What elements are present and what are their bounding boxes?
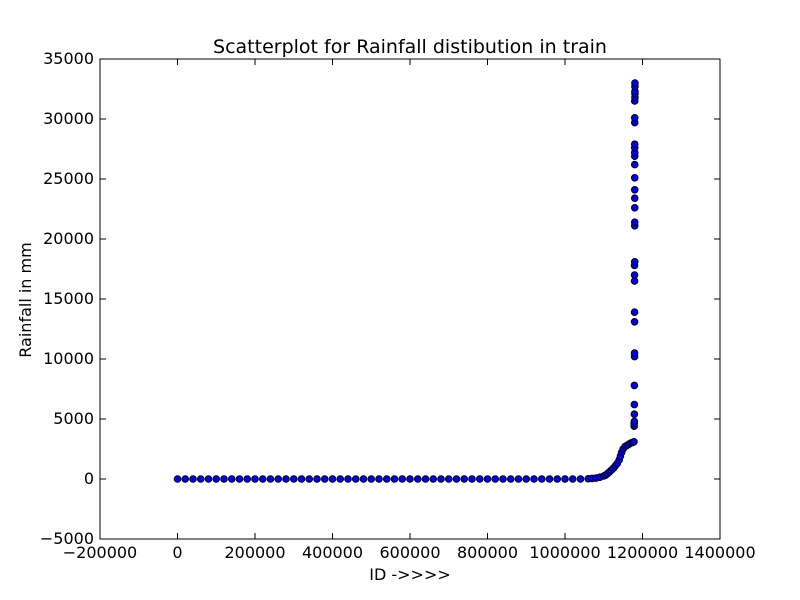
- data-point: [630, 438, 638, 446]
- data-point: [568, 475, 577, 483]
- data-point: [398, 475, 407, 483]
- data-point: [460, 475, 469, 483]
- x-tick-label: 1000000: [529, 543, 600, 562]
- x-tick-label: −200000: [63, 543, 137, 562]
- data-point: [429, 475, 438, 483]
- y-axis-ticks: −5000 0 5000 10000 15000 20000 25000 30000 35000: [40, 49, 720, 548]
- data-point: [367, 475, 376, 483]
- data-point: [282, 475, 290, 483]
- data-point: [382, 475, 391, 483]
- x-tick-label: 1200000: [607, 543, 678, 562]
- data-point: [181, 475, 190, 483]
- data-point: [406, 475, 414, 483]
- data-point: [630, 271, 639, 279]
- data-point: [630, 308, 639, 317]
- y-tick-label: 5000: [53, 409, 94, 428]
- data-point: [336, 475, 345, 483]
- data-point: [289, 475, 298, 483]
- x-axis-label: ID ->>>>: [369, 565, 451, 584]
- data-point: [630, 114, 639, 122]
- x-tick-label: 800000: [457, 543, 518, 562]
- data-point: [545, 475, 554, 483]
- data-point: [359, 475, 368, 483]
- data-point: [274, 475, 283, 483]
- data-point: [220, 475, 228, 483]
- data-point: [630, 160, 639, 169]
- data-point: [437, 475, 445, 483]
- data-point: [235, 475, 244, 483]
- y-tick-label: 20000: [43, 229, 94, 248]
- data-point: [452, 475, 461, 483]
- data-point: [421, 475, 430, 483]
- data-point: [475, 475, 484, 483]
- y-tick-label: 15000: [43, 289, 94, 308]
- data-point: [491, 475, 500, 483]
- data-point: [297, 475, 306, 483]
- data-point: [320, 475, 329, 483]
- data-point: [630, 381, 639, 390]
- data-point: [413, 475, 422, 483]
- data-point: [630, 186, 639, 194]
- y-tick-label: 0: [84, 469, 94, 488]
- y-tick-label: 30000: [43, 109, 94, 128]
- data-point: [444, 475, 453, 483]
- data-point: [266, 475, 275, 483]
- data-point: [227, 475, 236, 483]
- y-tick-label: 25000: [43, 169, 94, 188]
- chart-title: Scatterplot for Rainfall distibution in …: [213, 36, 607, 58]
- data-point: [189, 475, 197, 483]
- x-tick-label: 200000: [224, 543, 285, 562]
- data-point: [328, 475, 337, 483]
- data-point: [313, 475, 321, 483]
- data-point: [630, 349, 639, 357]
- data-point: [468, 475, 476, 483]
- x-tick-label: 0: [172, 543, 182, 562]
- data-point: [630, 400, 639, 409]
- data-point: [630, 204, 639, 212]
- data-point: [204, 475, 213, 483]
- data-point: [630, 410, 639, 419]
- data-point: [258, 475, 267, 483]
- data-point: [630, 417, 639, 426]
- data-point: [630, 218, 639, 226]
- data-point: [251, 475, 259, 483]
- data-point: [576, 475, 585, 483]
- data-point: [522, 475, 531, 483]
- data-point: [390, 475, 399, 483]
- data-point: [212, 475, 221, 483]
- data-points: [173, 79, 639, 483]
- y-tick-label: 35000: [43, 49, 94, 68]
- data-point: [173, 475, 182, 483]
- data-point: [630, 258, 639, 266]
- x-axis-ticks: −200000 0 200000 400000 600000 800000 1000000 1…: [63, 59, 756, 562]
- data-point: [499, 475, 507, 483]
- x-tick-label: 400000: [302, 543, 363, 562]
- y-tick-label: −5000: [40, 529, 94, 548]
- data-point: [530, 475, 538, 483]
- data-point: [630, 140, 639, 148]
- data-point: [630, 194, 639, 202]
- data-point: [506, 475, 515, 483]
- plot-frame: [99, 58, 721, 540]
- y-axis-label: Rainfall in mm: [16, 242, 35, 357]
- data-point: [561, 475, 569, 483]
- data-point: [483, 475, 492, 483]
- data-point: [630, 174, 639, 182]
- x-tick-label: 600000: [379, 543, 440, 562]
- data-point: [351, 475, 360, 483]
- data-point: [630, 318, 639, 326]
- data-point: [631, 79, 639, 87]
- y-tick-label: 10000: [43, 349, 94, 368]
- data-point: [514, 475, 523, 483]
- data-point: [344, 475, 352, 483]
- data-point: [243, 475, 252, 483]
- data-point: [537, 475, 546, 483]
- data-point: [196, 475, 205, 483]
- data-point: [305, 475, 314, 483]
- x-tick-label: 1400000: [684, 543, 755, 562]
- data-point: [553, 475, 562, 483]
- data-point: [375, 475, 383, 483]
